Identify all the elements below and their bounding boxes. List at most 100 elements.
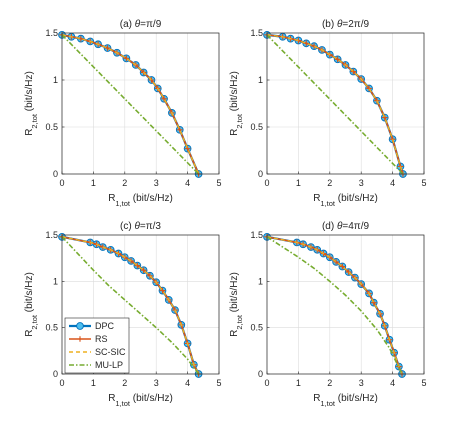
x-tick-label: 3 xyxy=(154,178,159,188)
legend-item-mu-lp: MU-LP xyxy=(69,360,123,370)
series-line-mu-lp xyxy=(61,34,200,175)
data-point-rs xyxy=(311,43,317,49)
x-axis-label: R1,tot (bit/s/Hz) xyxy=(313,393,378,408)
data-point-rs xyxy=(134,262,141,269)
data-point-rs xyxy=(345,269,352,275)
data-point-rs xyxy=(147,272,153,279)
data-point-rs xyxy=(333,259,339,265)
series-line-mu-lp xyxy=(266,34,404,175)
y-tick-label: 0 xyxy=(258,369,263,379)
chart-panel-d: 0 1 2 3 4 5 0 0.5 1 1.5 (d) θ=4π/9 R1,tot (bit/s/Hz… xyxy=(229,221,427,408)
axes-box xyxy=(266,234,425,375)
data-point-rs xyxy=(159,287,166,294)
x-tick-label: 2 xyxy=(122,178,127,188)
series-line-sc-sic xyxy=(266,236,403,375)
x-tick-label: 4 xyxy=(390,378,395,388)
data-point-rs xyxy=(339,263,346,270)
x-tick-label: 2 xyxy=(327,178,332,188)
x-tick-label: 4 xyxy=(185,178,190,188)
y-tick-label: 1 xyxy=(53,75,58,85)
axes-box xyxy=(61,234,220,375)
legend-marker xyxy=(77,336,83,342)
data-point-rs xyxy=(370,299,377,306)
x-tick-label: 5 xyxy=(421,178,426,188)
y-tick-label: 0 xyxy=(53,169,58,179)
plot-area xyxy=(267,235,424,374)
x-tick-label: 0 xyxy=(59,378,64,388)
y-axis-label: R2,tot (bit/s/Hz) xyxy=(24,272,39,337)
plot-area xyxy=(267,33,424,174)
x-tick-label: 0 xyxy=(264,378,269,388)
x-axis-label: R1,tot (bit/s/Hz) xyxy=(108,193,173,208)
data-point-rs xyxy=(140,267,147,274)
x-tick-label: 1 xyxy=(296,178,301,188)
y-axis-label: R2,tot (bit/s/Hz) xyxy=(229,71,244,136)
y-axis-label: R2,tot (bit/s/Hz) xyxy=(24,71,39,136)
legend-label: RS xyxy=(95,334,108,344)
legend-box xyxy=(64,317,130,374)
y-tick-label: 0.5 xyxy=(45,122,58,132)
chart-title: (b) θ=2π/9 xyxy=(322,19,370,30)
data-point-rs xyxy=(366,85,372,92)
axes-box xyxy=(266,32,425,175)
series-line-mu-lp xyxy=(61,236,200,375)
legend: DPC RS SC-SIC MU-LP xyxy=(64,317,130,374)
x-tick-label: 3 xyxy=(154,378,159,388)
x-tick-label: 3 xyxy=(359,178,364,188)
x-tick-label: 1 xyxy=(91,378,96,388)
x-tick-label: 2 xyxy=(122,378,127,388)
y-tick-label: 1.5 xyxy=(45,230,58,240)
data-point-rs xyxy=(176,127,183,133)
y-tick-label: 1.5 xyxy=(45,28,58,38)
series-line-sc-sic xyxy=(61,34,200,175)
data-point-rs xyxy=(123,55,130,62)
y-tick-label: 0.5 xyxy=(250,122,263,132)
series-line-sc-sic xyxy=(266,34,404,175)
x-tick-label: 0 xyxy=(59,178,64,188)
y-tick-label: 1.5 xyxy=(250,230,263,240)
x-axis-label: R1,tot (bit/s/Hz) xyxy=(108,393,173,408)
x-tick-label: 5 xyxy=(421,378,426,388)
y-tick-label: 0.5 xyxy=(250,323,263,333)
series-line-mu-lp xyxy=(266,236,403,375)
x-tick-label: 1 xyxy=(296,378,301,388)
x-tick-label: 0 xyxy=(264,178,269,188)
data-point-rs xyxy=(184,145,191,152)
legend-item-dpc: DPC xyxy=(69,321,115,331)
chart-panel-b: 0 1 2 3 4 5 0 0.5 1 1.5 (b) θ=2π/9 R1,tot (bit/s/Hz… xyxy=(229,19,427,208)
data-point-rs xyxy=(148,77,155,83)
y-axis-label: R2,tot (bit/s/Hz) xyxy=(229,272,244,337)
y-tick-label: 0 xyxy=(258,169,263,179)
legend-item-rs: RS xyxy=(69,334,108,344)
x-tick-label: 5 xyxy=(216,378,221,388)
x-tick-label: 5 xyxy=(216,178,221,188)
data-point-rs xyxy=(350,68,357,75)
x-tick-label: 3 xyxy=(359,378,364,388)
y-tick-label: 1 xyxy=(258,276,263,286)
data-point-rs xyxy=(334,56,341,63)
data-point-rs xyxy=(381,114,388,121)
axes-box xyxy=(61,32,220,175)
x-tick-label: 2 xyxy=(327,378,332,388)
series-line-sc-sic xyxy=(61,236,200,375)
y-tick-label: 1 xyxy=(53,276,58,286)
chart-title: (c) θ=π/3 xyxy=(120,221,161,232)
legend-label: SC-SIC xyxy=(95,347,126,357)
chart-panel-a: 0 1 2 3 4 5 0 0.5 1 1.5 (a) θ=π/9 R1,tot (bit/s/Hz)… xyxy=(24,19,222,208)
y-tick-label: 0.5 xyxy=(45,323,58,333)
data-point-rs xyxy=(161,96,167,102)
legend-item-sc-sic: SC-SIC xyxy=(69,347,126,357)
y-tick-label: 1 xyxy=(258,75,263,85)
legend-label: MU-LP xyxy=(95,360,123,370)
legend-marker xyxy=(76,322,84,330)
chart-title: (d) θ=4π/9 xyxy=(322,221,370,232)
x-tick-label: 1 xyxy=(91,178,96,188)
legend-label: DPC xyxy=(95,321,115,331)
plot-area xyxy=(62,33,219,174)
chart-title: (a) θ=π/9 xyxy=(120,19,162,30)
x-tick-label: 4 xyxy=(390,178,395,188)
chart-panel-c: 0 1 2 3 4 5 0 0.5 1 1.5 (c) θ=π/3 R1,tot (bit/s/Hz)… xyxy=(24,221,222,408)
x-tick-label: 4 xyxy=(185,378,190,388)
y-tick-label: 0 xyxy=(53,369,58,379)
